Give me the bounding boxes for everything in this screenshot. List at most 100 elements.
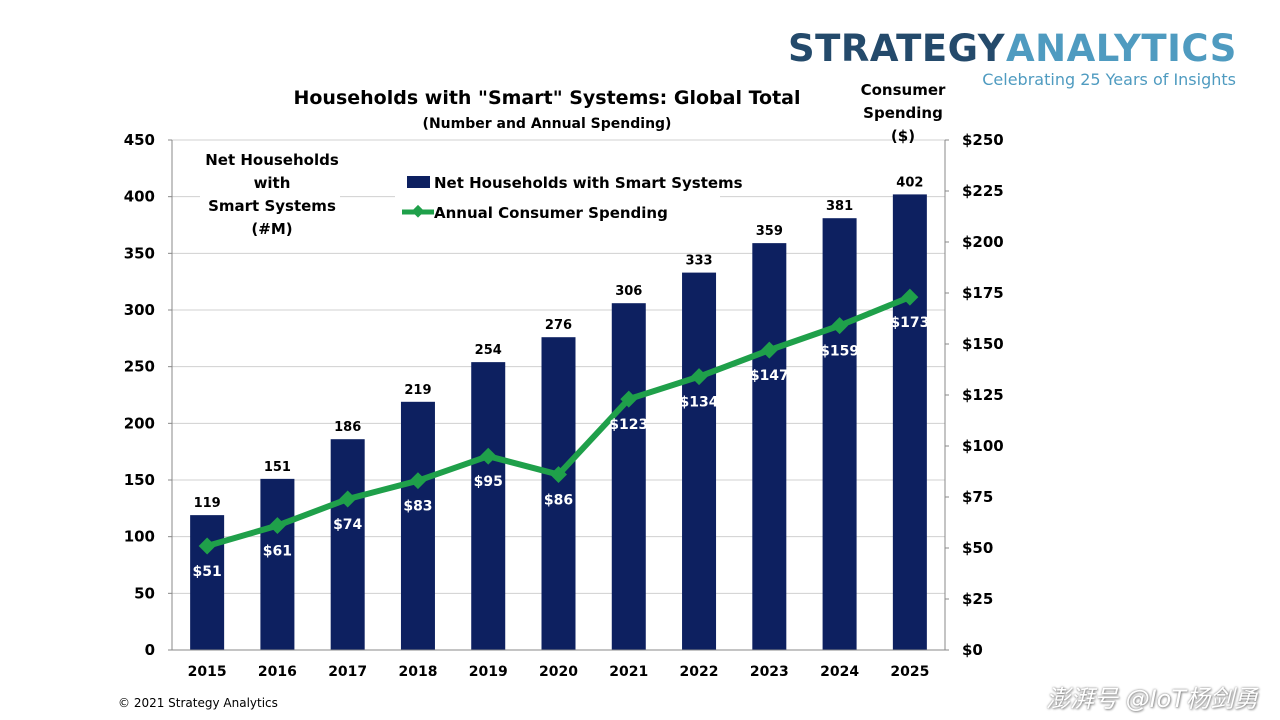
bar-value-label: 254 [475,343,502,358]
spending-point-2025 [901,288,919,306]
bar-2021 [611,303,646,650]
bar-value-label: 219 [404,383,431,398]
logo-text-strategy: STRATEGY [788,27,1006,70]
bar-2015 [190,515,225,650]
left-tick-label: 250 [124,358,155,376]
right-tick-label: $250 [962,131,1004,149]
x-tick-label: 2025 [890,664,929,680]
spending-value-label: $173 [890,315,929,331]
right-tick-label: $150 [962,335,1004,353]
left-tick-label: 300 [124,301,155,319]
spending-value-label: $51 [193,564,222,580]
right-tick-label: $25 [962,590,993,608]
spending-line [198,288,919,555]
bar-value-label: 119 [194,496,221,511]
x-tick-label: 2021 [609,664,648,680]
watermark: 澎湃号 @IoT杨剑勇 [1045,685,1258,713]
legend-bg [395,168,720,228]
left-tick-label: 200 [124,414,155,432]
bar-2025 [892,194,927,650]
right-tick-label: $100 [962,437,1004,455]
spending-point-2023 [760,341,778,359]
legend-label-line: Annual Consumer Spending [434,204,668,222]
right-tick-label: $0 [962,641,983,659]
right-tick-label: $200 [962,233,1004,251]
spending-value-label: $83 [403,499,432,515]
right-axis-title-line: Spending [863,104,943,122]
bar-value-label: 381 [826,199,853,214]
bar-2024 [822,218,857,650]
legend: Net Households with Smart Systems Annual… [402,174,743,222]
left-axis-title-line: with [254,174,291,192]
bar-2019 [471,362,506,650]
spending-point-2020 [550,466,567,484]
x-tick-label: 2022 [680,664,719,680]
bar-2016 [260,478,295,650]
left-axis-title-bg [200,148,340,240]
right-tick-label: $75 [962,488,993,506]
spending-point-2019 [479,447,497,465]
x-tick-label: 2020 [539,664,578,680]
x-tick-label: 2015 [188,664,227,680]
bar-value-label: 333 [685,254,712,269]
spending-point-2015 [198,537,216,555]
bar-value-label: 151 [264,460,291,475]
left-tick-label: 0 [145,641,155,659]
left-axis-title-line: Smart Systems [208,197,336,215]
bar-2023 [752,243,787,650]
chart-title: Households with "Smart" Systems: Global … [293,87,800,109]
left-axis-title-line: (#M) [251,220,292,238]
logo: STRATEGY ANALYTICS Celebrating 25 Years … [788,27,1237,89]
legend-label-bars: Net Households with Smart Systems [434,174,743,192]
bar-2017 [330,439,365,650]
left-axis-title: Net Households with Smart Systems (#M) [205,151,339,238]
spending-point-2021 [620,390,638,408]
left-tick-label: 150 [124,471,155,489]
right-tick-label: $225 [962,182,1004,200]
spending-value-label: $74 [333,517,362,533]
spending-point-2018 [409,472,427,490]
x-tick-label: 2017 [328,664,367,680]
right-axis-title: Consumer Spending ($) [861,81,946,145]
logo-text-analytics: ANALYTICS [1006,27,1237,70]
right-axis-title-line: Consumer [861,81,946,99]
data-labels: 119 151 186 219 254 276 306 333 359 381 402 $51 $61 $… [193,175,930,580]
bar-value-label: 186 [334,420,361,435]
bar-value-label: 276 [545,318,572,333]
logo-tagline: Celebrating 25 Years of Insights [982,70,1236,89]
spending-point-2016 [268,517,286,535]
bar-value-label: 306 [615,284,642,299]
spending-value-label: $86 [544,493,573,509]
bar-2018 [400,401,435,650]
axes: 0 50 100 150 200 250 300 350 400 450 $0 $25 $50 $75 $1… [124,131,1004,680]
spending-point-2024 [831,317,849,335]
spending-point-2017 [339,490,357,508]
copyright: © 2021 Strategy Analytics [118,696,278,710]
x-tick-label: 2018 [398,664,437,680]
bar-value-label: 402 [896,175,923,190]
right-tick-label: $175 [962,284,1004,302]
left-tick-label: 100 [124,528,155,546]
left-tick-label: 350 [124,244,155,262]
spending-value-label: $159 [820,344,859,360]
right-tick-label: $125 [962,386,1004,404]
chart-subtitle: (Number and Annual Spending) [423,116,672,132]
x-tick-label: 2019 [469,664,508,680]
left-tick-label: 50 [134,584,155,602]
left-tick-label: 400 [124,188,155,206]
right-axis-title-line: ($) [891,127,915,145]
bars [190,194,927,650]
spending-value-label: $61 [263,544,292,560]
spending-value-label: $147 [750,368,789,384]
left-axis-title-line: Net Households [205,151,339,169]
bar-2020 [541,337,576,650]
x-tick-label: 2023 [750,664,789,680]
bar-2022 [682,272,717,650]
x-tick-label: 2024 [820,664,859,680]
spending-point-2022 [690,368,708,386]
bar-value-label: 359 [756,224,783,239]
spending-value-label: $95 [474,474,503,490]
legend-bar-swatch [407,176,430,188]
spending-value-label: $123 [609,417,648,433]
